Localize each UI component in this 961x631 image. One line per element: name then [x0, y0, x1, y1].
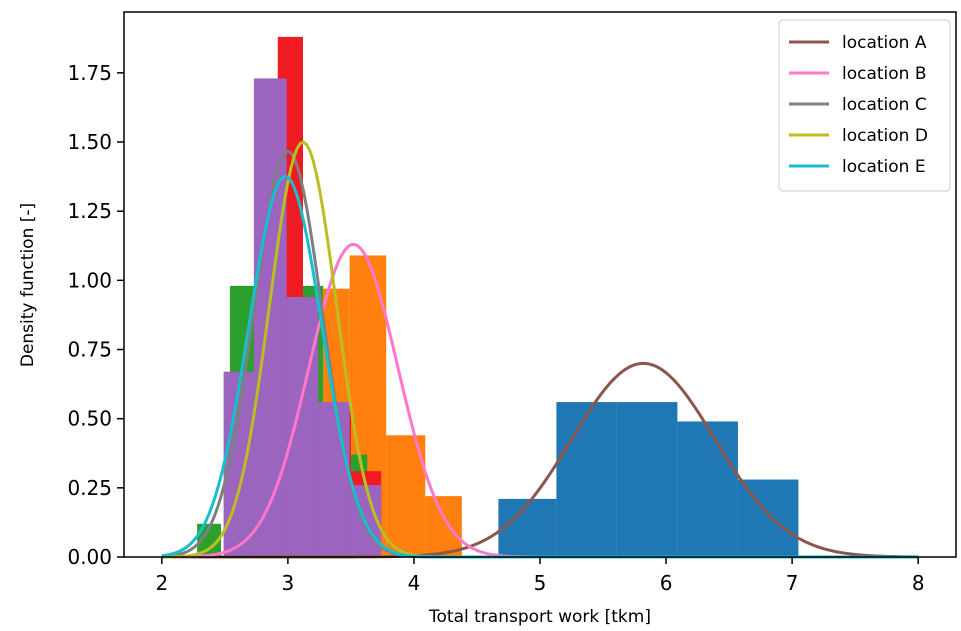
y-tick-label: 0.50 — [67, 407, 112, 431]
legend-box — [778, 19, 951, 192]
y-tick-label: 1.25 — [67, 199, 112, 223]
hist-bar-4-3 — [318, 402, 350, 557]
hist-bar-0-0 — [498, 498, 557, 557]
y-tick-label: 0.00 — [67, 545, 112, 569]
y-axis-ticks: 0.00 0.25 0.50 0.75 1.00 1.25 1.50 1.75 — [67, 61, 124, 569]
y-tick-label: 0.75 — [67, 338, 112, 362]
hist-bar-4-1 — [253, 78, 287, 558]
x-tick-label: 5 — [534, 571, 547, 595]
y-tick-label: 0.25 — [67, 476, 112, 500]
y-tick-label: 1.50 — [67, 130, 112, 154]
legend: location A location B location C location D… — [778, 19, 951, 192]
legend-label: location D — [842, 126, 928, 146]
x-tick-label: 4 — [408, 571, 421, 595]
x-tick-label: 3 — [282, 571, 295, 595]
legend-label: location B — [842, 64, 927, 84]
x-tick-label: 8 — [912, 571, 925, 595]
x-axis-label: Total transport work [tkm] — [428, 607, 651, 627]
hist-bar-0-1 — [556, 402, 617, 557]
legend-label: location E — [842, 157, 926, 177]
hist-bar-0-3 — [677, 421, 738, 557]
y-tick-label: 1.75 — [67, 61, 112, 85]
hist-bar-4-2 — [286, 296, 319, 557]
x-tick-label: 6 — [660, 571, 673, 595]
legend-label: location C — [842, 95, 927, 115]
x-tick-label: 2 — [155, 571, 168, 595]
legend-label: location A — [842, 33, 927, 53]
y-tick-label: 1.00 — [67, 268, 112, 292]
histogram-bars — [197, 36, 799, 558]
hist-bar-2-0 — [197, 523, 222, 557]
hist-bar-0-4 — [737, 479, 799, 557]
hist-bar-1-3 — [425, 496, 462, 557]
y-axis-label: Density function [-] — [18, 203, 38, 367]
x-tick-label: 7 — [786, 571, 799, 595]
x-axis-ticks: 2 3 4 5 6 7 8 — [155, 557, 925, 595]
hist-bar-0-2 — [616, 402, 678, 557]
